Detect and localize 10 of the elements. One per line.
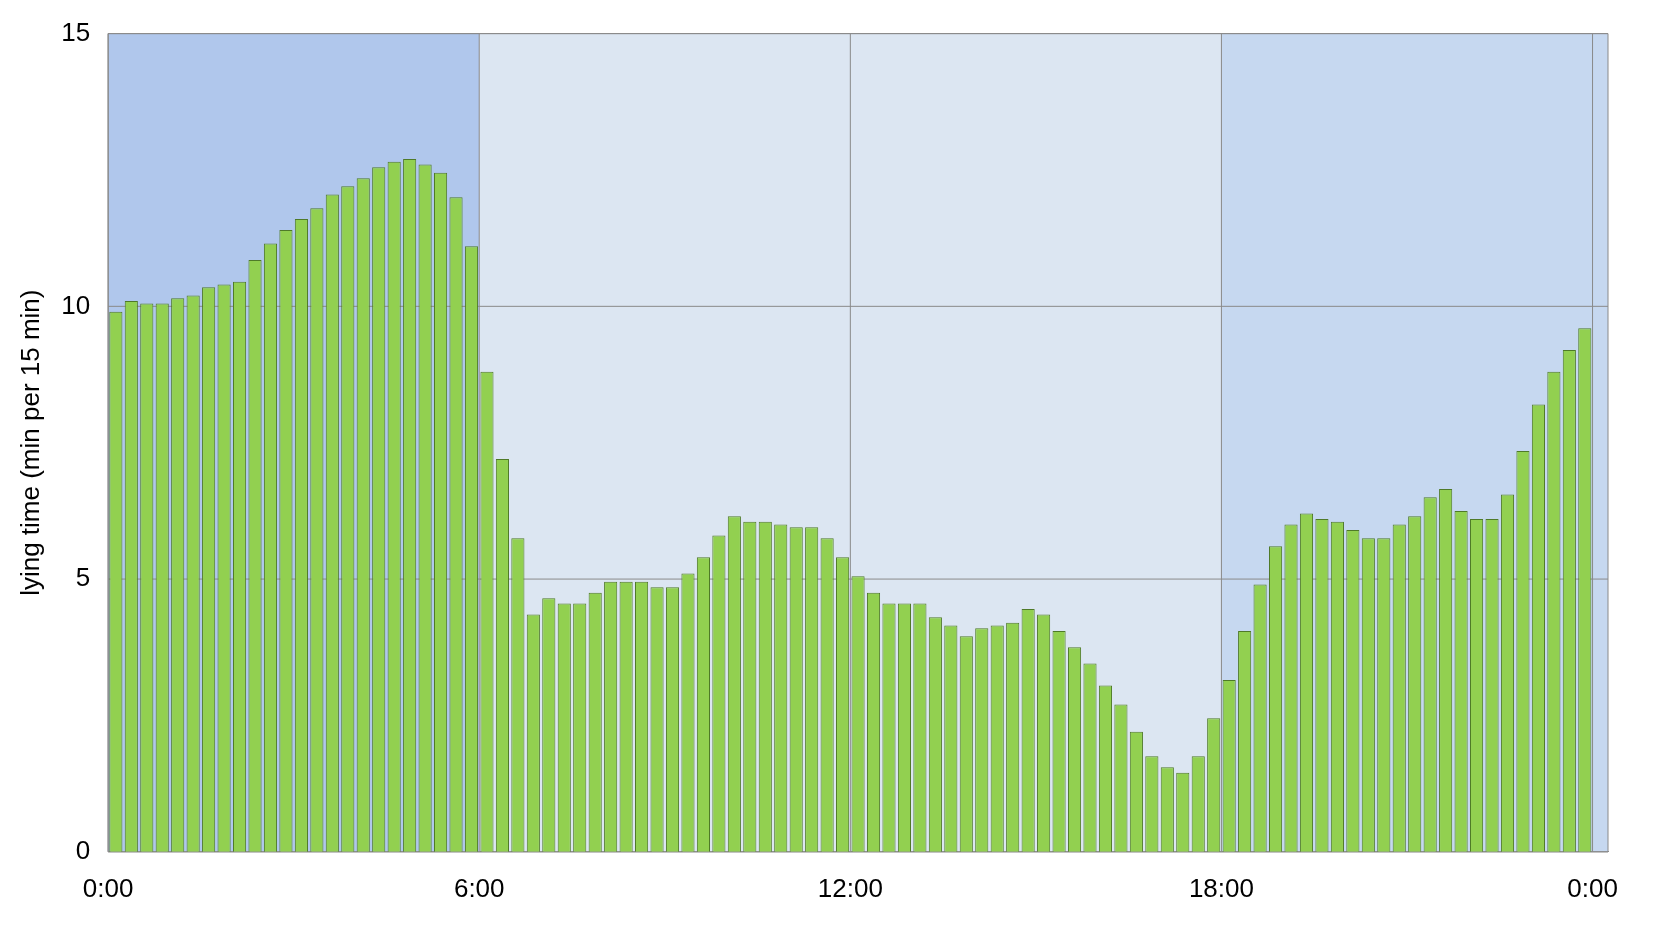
y-tick-label: 0 (75, 834, 91, 865)
x-tick-label: 6:00 (453, 872, 505, 903)
y-axis-title: lying time (min per 15 min) (14, 289, 45, 596)
y-tick-label: 5 (75, 562, 91, 593)
y-tick-label: 10 (61, 289, 91, 320)
x-tick-label: 18:00 (1188, 872, 1254, 903)
x-tick-label: 0:00 (1567, 872, 1618, 903)
x-tick-label: 12:00 (817, 872, 883, 903)
x-tick-label: 0:00 (82, 872, 134, 903)
y-tick-label: 15 (61, 16, 91, 47)
